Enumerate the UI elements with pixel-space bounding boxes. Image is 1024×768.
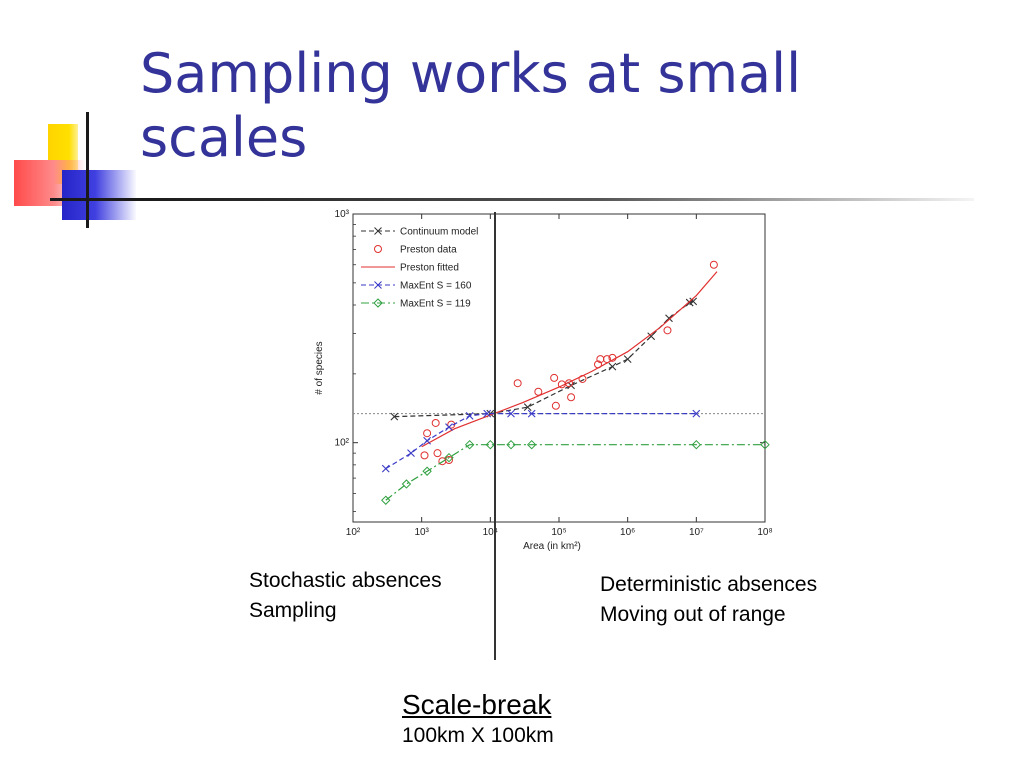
data-point [423,436,431,445]
data-point [431,418,440,427]
y-axis-label: # of species [314,341,325,394]
left-caption-line-1: Stochastic absences [249,569,442,592]
x-tick-label-2: 10⁴ [483,527,498,538]
series-group [381,260,770,505]
data-point [534,387,543,396]
data-point [709,260,718,269]
data-point [423,429,432,438]
decor-blue-square [62,170,136,220]
left-caption-line-2: Sampling [249,599,337,622]
data-point [567,393,576,402]
data-point [420,451,429,460]
data-point [401,479,412,489]
right-caption: Deterministic absences Moving out of ran… [600,570,817,630]
series-2 [421,271,718,448]
legend-item-1: Preston data [374,245,457,256]
data-point [550,373,559,382]
legend-marker-1 [374,245,382,253]
data-point [760,439,770,450]
legend-item-0: Continuum model [361,227,478,238]
data-point [444,456,453,465]
decor-vertical-line [86,112,89,228]
scale-break-subtitle: 100km X 100km [402,724,554,747]
data-point [665,314,673,323]
legend-label-0: Continuum model [400,227,478,238]
data-point [507,409,515,418]
data-point [485,439,496,450]
data-point [623,355,632,363]
data-point [608,362,617,371]
legend: Continuum model Preston data Preston fitte… [361,227,478,310]
legend-label-2: Preston fitted [400,263,459,274]
data-point [565,379,574,388]
scale-break-title: Scale-break [402,689,552,720]
data-point [692,409,701,418]
legend-marker-4 [373,298,383,308]
title-underline-rule [140,198,974,201]
data-point [445,423,453,431]
data-point [513,379,522,388]
x-tick-label-1: 10³ [414,527,429,538]
data-point [407,449,415,458]
x-tick-label-0: 10² [346,527,361,538]
y-tick-label-1: 10³ [335,209,350,220]
data-point [433,449,442,458]
data-point [523,403,532,412]
plot-frame [352,213,766,523]
decor-horizontal-line [50,198,142,201]
series-line-4 [385,444,765,501]
data-point [689,297,698,306]
data-point [381,495,391,505]
y-tick-label-0: 10² [335,438,350,449]
data-point [465,411,474,420]
data-point [390,412,399,421]
data-point [527,409,536,418]
data-point [691,439,702,450]
data-point [483,409,492,418]
data-point [444,452,454,463]
data-point [381,464,390,473]
x-tick-label-5: 10⁷ [689,527,704,538]
data-point [526,439,537,450]
scale-break-annotation: Scale-break 100km X 100km [402,688,554,750]
legend-marker-0 [374,227,382,235]
x-tick-label-3: 10⁵ [551,527,566,538]
legend-item-2: Preston fitted [361,263,459,274]
scale-break-line [494,212,496,660]
legend-marker-3 [374,281,382,289]
series-1 [420,260,718,466]
legend-label-4: MaxEnt S = 119 [400,299,471,310]
slide-title: Sampling works at small scales [140,42,802,169]
legend-label-1: Preston data [400,245,457,256]
data-point [647,332,656,341]
legend-item-4: MaxEnt S = 119 [361,298,471,310]
right-caption-line-2: Moving out of range [600,603,786,626]
series-4 [381,439,770,505]
series-3 [381,409,701,473]
series-line-2 [421,271,718,448]
species-area-chart: 10² 10³ 10⁴ 10⁵ 10⁶ 10⁷ 10⁸ 10² 10³ Continuum mo… [314,209,773,552]
legend-label-3: MaxEnt S = 160 [400,281,472,292]
data-point [551,401,560,410]
right-caption-line-1: Deterministic absences [600,573,818,596]
legend-item-3: MaxEnt S = 160 [361,281,472,292]
data-point [506,439,516,450]
left-caption: Stochastic absences Sampling [249,566,442,626]
x-axis-label: Area (in km²) [523,541,581,552]
data-point [422,466,432,476]
data-point [464,439,475,450]
x-tick-label-4: 10⁶ [620,527,635,538]
data-point [663,326,672,335]
axis-ticks: 10² 10³ 10⁴ 10⁵ 10⁶ 10⁷ 10⁸ 10² 10³ [335,209,773,538]
x-tick-label-6: 10⁸ [757,527,772,538]
